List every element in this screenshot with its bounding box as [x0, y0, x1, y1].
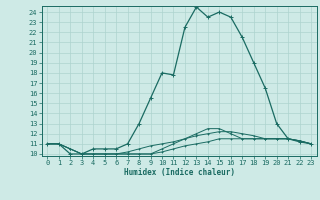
- X-axis label: Humidex (Indice chaleur): Humidex (Indice chaleur): [124, 168, 235, 177]
